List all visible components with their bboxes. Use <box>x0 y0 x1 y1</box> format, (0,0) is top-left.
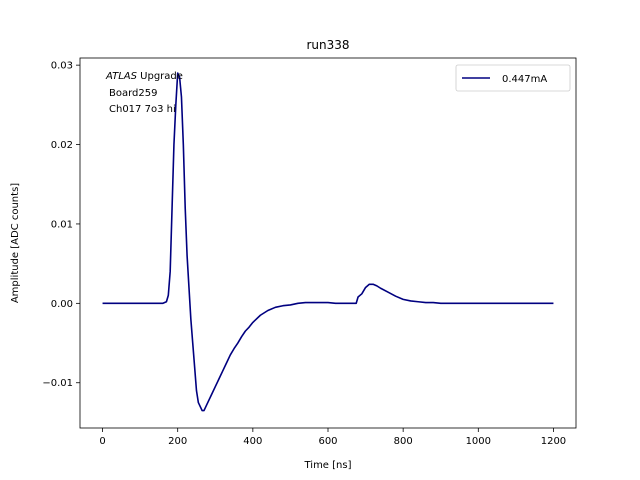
y-tick-label: 0.01 <box>51 219 73 230</box>
x-tick-label: 400 <box>243 436 262 447</box>
x-tick-label: 0 <box>99 436 105 447</box>
y-axis-ticks: −0.01 0.00 0.01 0.02 0.03 <box>42 61 80 389</box>
y-tick-label: 0.03 <box>51 61 73 72</box>
chart-title: run338 <box>306 38 349 52</box>
x-tick-label: 800 <box>394 436 413 447</box>
board-annotation: Board259 <box>109 88 157 99</box>
legend-label: 0.447mA <box>502 74 547 85</box>
channel-annotation: Ch017 7o3 hi <box>109 104 176 115</box>
atlas-annotation: ATLAS Upgrade <box>105 71 183 82</box>
atlas-upgrade: Upgrade <box>137 71 183 82</box>
y-tick-label: 0.02 <box>51 140 73 151</box>
x-axis-label: Time [ns] <box>303 460 351 471</box>
x-tick-label: 200 <box>168 436 187 447</box>
y-tick-label: 0.00 <box>51 299 73 310</box>
y-tick-label: −0.01 <box>42 378 73 389</box>
x-tick-label: 600 <box>318 436 337 447</box>
series-layer <box>102 72 554 412</box>
legend-box <box>455 64 571 92</box>
y-axis-label: Amplitude [ADC counts] <box>10 183 21 303</box>
x-axis-ticks: 0 200 400 600 800 1000 1200 <box>99 428 566 447</box>
x-tick-label: 1000 <box>466 436 491 447</box>
x-tick-label: 1200 <box>541 436 566 447</box>
legend: 0.447mA <box>455 64 571 92</box>
series-line-0 <box>102 72 554 412</box>
atlas-italic: ATLAS <box>105 71 138 82</box>
